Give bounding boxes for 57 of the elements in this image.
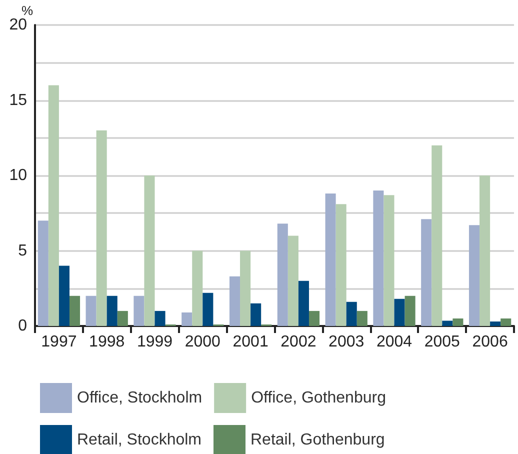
bar xyxy=(202,292,214,326)
legend-label: Retail, Stockholm xyxy=(77,432,202,448)
bar xyxy=(134,296,144,326)
x-tick-label: 2001 xyxy=(232,334,268,350)
y-tick-label: 5 xyxy=(18,242,28,260)
bar xyxy=(346,302,357,326)
bar xyxy=(277,224,288,326)
y-tick-label: 10 xyxy=(9,167,28,184)
x-tick-label: 2002 xyxy=(280,334,316,350)
x-tick-label: 2000 xyxy=(184,334,221,350)
legend-label: Retail, Gothenburg xyxy=(250,432,385,448)
bar xyxy=(182,312,192,326)
x-tick-label: 2004 xyxy=(376,334,412,350)
bar xyxy=(38,220,48,326)
bar xyxy=(86,296,96,326)
x-tick-label: 2006 xyxy=(472,334,508,350)
x-tick-label: 1998 xyxy=(89,334,125,350)
bar xyxy=(229,276,240,326)
bar xyxy=(298,280,309,326)
bar xyxy=(356,310,368,326)
bar xyxy=(480,176,490,326)
bar xyxy=(308,310,320,326)
bar xyxy=(250,303,262,326)
bar xyxy=(192,250,203,326)
legend-label: Office, Gothenburg xyxy=(251,390,386,406)
y-tick-label: 20 xyxy=(9,16,28,34)
bar xyxy=(336,204,346,326)
bar xyxy=(373,190,384,326)
bar xyxy=(468,225,480,326)
legend-label: Office, Stockholm xyxy=(77,390,202,406)
bar xyxy=(421,219,432,326)
bar xyxy=(96,130,107,326)
bar xyxy=(490,321,501,326)
x-tick-label: 1997 xyxy=(41,334,77,350)
bar xyxy=(432,145,442,326)
bar xyxy=(106,296,118,326)
x-tick-label: 2005 xyxy=(424,334,460,350)
bar xyxy=(500,318,512,326)
bar xyxy=(48,85,59,326)
bar xyxy=(117,310,128,326)
bar xyxy=(384,195,394,326)
bar xyxy=(69,296,80,326)
bar xyxy=(325,194,336,326)
bar xyxy=(240,250,251,326)
y-tick-label: 15 xyxy=(9,92,28,109)
bar xyxy=(154,310,166,326)
x-tick-label: 2003 xyxy=(328,334,364,350)
bar xyxy=(452,318,464,326)
y-axis-title: % xyxy=(21,3,34,18)
bar xyxy=(404,296,416,326)
x-tick-label: 1999 xyxy=(136,334,173,350)
bar xyxy=(58,266,70,326)
bar xyxy=(288,236,298,326)
bar xyxy=(442,320,453,326)
bar xyxy=(144,176,155,326)
y-tick-label: 0 xyxy=(18,318,28,334)
bar xyxy=(394,298,405,326)
